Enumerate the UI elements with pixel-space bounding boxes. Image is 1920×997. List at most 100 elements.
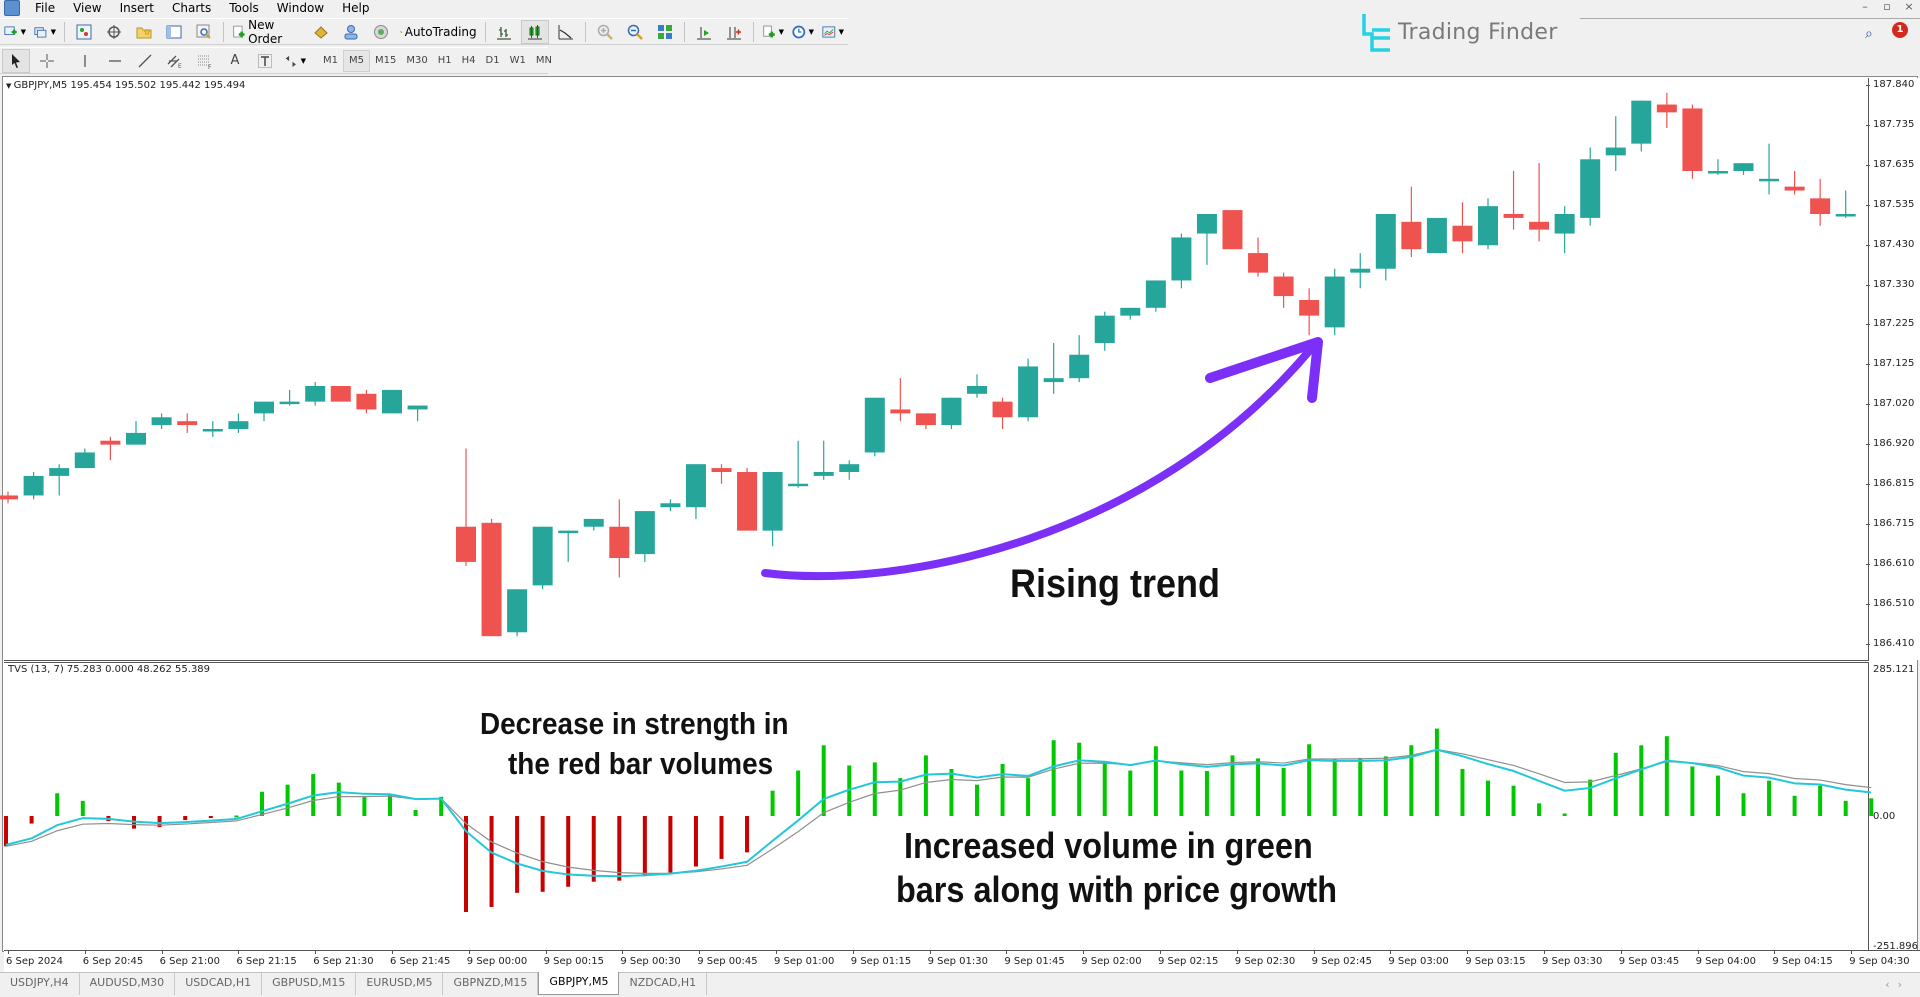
close-button[interactable]: × — [1902, 0, 1916, 13]
crosshair-icon — [39, 53, 55, 69]
price-label: 187.430 — [1873, 239, 1914, 250]
tab-usdcad-h1[interactable]: USDCAD,H1 — [175, 973, 262, 995]
autotrading-button[interactable]: AutoTrading — [398, 21, 479, 43]
new-order-label: New Order — [248, 18, 302, 46]
timeframe-h4[interactable]: H4 — [457, 51, 481, 71]
app-icon — [4, 0, 20, 16]
auto-scroll-button[interactable] — [691, 21, 717, 43]
signals-button[interactable] — [338, 21, 364, 43]
horizontal-line-tool[interactable] — [102, 50, 128, 72]
time-tick — [469, 950, 470, 954]
tab-gbpnzd-m15[interactable]: GBPNZD,M15 — [443, 973, 538, 995]
line-chart-button[interactable] — [553, 21, 579, 43]
tab-usdjpy-h4[interactable]: USDJPY,H4 — [0, 973, 80, 995]
menu-file[interactable]: File — [26, 0, 64, 16]
notifications-badge[interactable]: 1 — [1892, 22, 1908, 38]
menu-tools[interactable]: Tools — [220, 0, 268, 16]
menu-bar: File View Insert Charts Tools Window Hel… — [0, 0, 1920, 16]
minimize-button[interactable]: – — [1858, 0, 1872, 13]
time-tick — [1390, 950, 1391, 954]
chevron-down-icon: ▼ — [779, 28, 784, 36]
terminal-button[interactable] — [161, 21, 187, 43]
menu-charts[interactable]: Charts — [163, 0, 220, 16]
tab-gbpjpy-m5[interactable]: GBPJPY,M5 — [538, 972, 619, 995]
chart-shift-button[interactable] — [721, 21, 747, 43]
price-chart-area[interactable] — [4, 78, 1869, 661]
price-label: 186.610 — [1873, 558, 1914, 569]
tab-audusd-m30[interactable]: AUDUSD,M30 — [80, 973, 176, 995]
template-icon — [822, 24, 836, 40]
indicator-axis-zero: 0.00 — [1873, 811, 1895, 822]
line-chart-icon — [558, 24, 574, 40]
text-label-icon — [257, 53, 273, 69]
toolbar-separator — [684, 22, 685, 42]
menu-help[interactable]: Help — [333, 0, 378, 16]
zoom-out-button[interactable] — [622, 21, 648, 43]
tab-nzdcad-h1[interactable]: NZDCAD,H1 — [619, 973, 707, 995]
time-label: 9 Sep 00:15 — [544, 956, 604, 967]
timeframe-m15[interactable]: M15 — [370, 51, 401, 71]
vertical-line-tool[interactable] — [72, 50, 98, 72]
restore-button[interactable]: ▫ — [1880, 0, 1894, 13]
indicators-button[interactable]: ▼ — [760, 21, 786, 43]
menu-view[interactable]: View — [64, 0, 110, 16]
timeframe-h1[interactable]: H1 — [433, 51, 457, 71]
candlestick-chart-button[interactable] — [521, 20, 549, 44]
templates-button[interactable]: ▼ — [820, 21, 846, 43]
cursor-tool[interactable] — [2, 49, 30, 73]
market-button[interactable] — [368, 21, 394, 43]
bar-chart-button[interactable] — [491, 21, 517, 43]
time-tick — [315, 950, 316, 954]
price-tick — [1866, 564, 1870, 565]
text-label-tool[interactable] — [252, 50, 278, 72]
tile-windows-icon — [657, 24, 673, 40]
search-icon[interactable]: ⌕ — [1865, 26, 1873, 42]
tile-windows-button[interactable] — [652, 21, 678, 43]
timeframe-m30[interactable]: M30 — [401, 51, 432, 71]
menu-insert[interactable]: Insert — [111, 0, 163, 16]
metaeditor-button[interactable] — [308, 21, 334, 43]
crosshair-tool[interactable] — [34, 50, 60, 72]
chart-symbol-ohlc: GBPJPY,M5 195.454 195.502 195.442 195.49… — [14, 80, 246, 91]
drawing-toolbar: E F A ▼ M1 M5 M15 M30 H1 H4 D1 W1 MN — [0, 47, 548, 74]
logo-text: Trading Finder — [1398, 20, 1558, 45]
price-label: 186.410 — [1873, 638, 1914, 649]
profiles-button[interactable]: ▼ — [32, 21, 58, 43]
menu-window[interactable]: Window — [268, 0, 333, 16]
new-chart-button[interactable]: ▼ — [2, 21, 28, 43]
trendline-tool[interactable] — [132, 50, 158, 72]
chevron-down-icon: ▼ — [301, 57, 306, 65]
new-chart-icon — [4, 24, 18, 40]
price-tick — [1866, 604, 1870, 605]
time-tick — [1160, 950, 1161, 954]
timeframe-mn[interactable]: MN — [531, 51, 557, 71]
time-label: 9 Sep 03:00 — [1388, 956, 1448, 967]
tab-eurusd-m5[interactable]: EURUSD,M5 — [356, 973, 443, 995]
timeframe-w1[interactable]: W1 — [505, 51, 531, 71]
strategy-tester-button[interactable] — [191, 21, 217, 43]
price-label: 187.125 — [1873, 358, 1914, 369]
indicator-axis-max: 285.121 — [1873, 664, 1914, 675]
tab-scroll-arrows[interactable]: ‹› — [1885, 978, 1910, 991]
price-label: 186.920 — [1873, 438, 1914, 449]
navigator-button[interactable] — [131, 21, 157, 43]
price-label: 187.635 — [1873, 159, 1914, 170]
time-tick — [1237, 950, 1238, 954]
arrows-tool[interactable]: ▼ — [282, 50, 308, 72]
timeframe-m5[interactable]: M5 — [343, 50, 370, 72]
annotation-increase-line1: Increased volume in green — [904, 825, 1313, 867]
fibonacci-tool[interactable]: F — [192, 50, 218, 72]
tab-gbpusd-m15[interactable]: GBPUSD,M15 — [262, 973, 356, 995]
new-order-button[interactable]: New Order — [230, 21, 304, 43]
periods-button[interactable]: ▼ — [790, 21, 816, 43]
zoom-in-button[interactable] — [592, 21, 618, 43]
equidistant-channel-tool[interactable]: E — [162, 50, 188, 72]
time-label: 6 Sep 21:30 — [313, 956, 373, 967]
autotrading-label: AutoTrading — [405, 25, 477, 39]
data-window-button[interactable] — [101, 21, 127, 43]
timeframe-d1[interactable]: D1 — [481, 51, 505, 71]
price-label: 186.715 — [1873, 518, 1914, 529]
timeframe-m1[interactable]: M1 — [318, 51, 343, 71]
text-tool[interactable]: A — [222, 50, 248, 72]
market-watch-button[interactable] — [71, 21, 97, 43]
